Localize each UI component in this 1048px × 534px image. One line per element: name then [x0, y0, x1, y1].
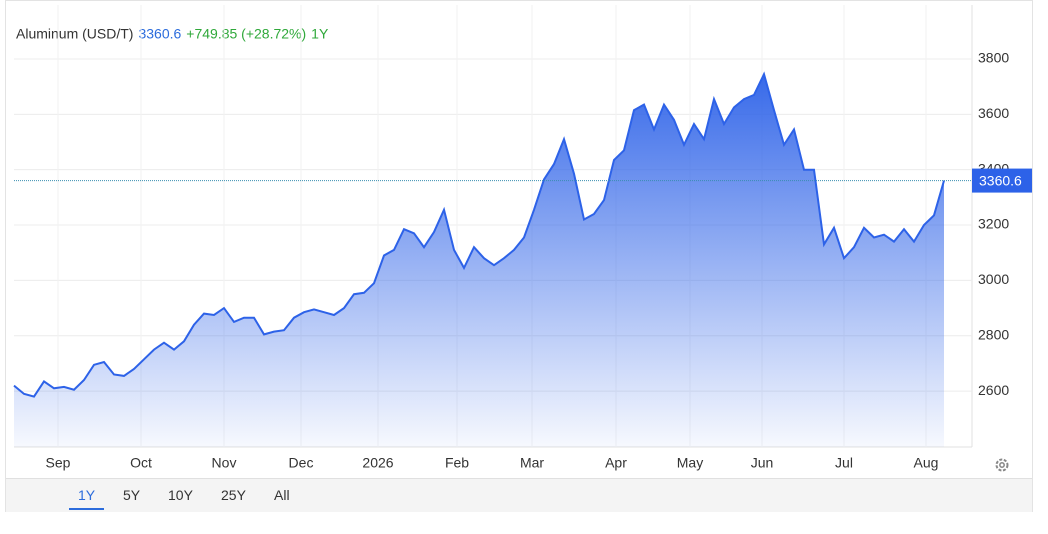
range-button[interactable]: 1Y: [69, 487, 105, 510]
x-tick-label: Mar: [520, 455, 544, 471]
x-tick-label: 2026: [362, 455, 393, 471]
last-value-tag: [972, 168, 1032, 193]
x-tick-label: Jul: [835, 455, 853, 471]
price: 3360.6: [138, 26, 181, 42]
y-tick-label: 3600: [978, 105, 1009, 121]
chart: Aluminum (USD/T) 3360.6 +749.85 (+28.72%…: [13, 5, 1032, 472]
x-tick-label: Apr: [605, 455, 627, 471]
range-button[interactable]: 25Y: [221, 487, 246, 503]
range-button[interactable]: 10Y: [168, 487, 193, 503]
y-tick-label: 3800: [978, 50, 1009, 66]
y-tick-label: 3000: [978, 271, 1009, 287]
x-tick-label: Sep: [46, 455, 71, 471]
x-tick-label: Oct: [130, 455, 152, 471]
chart-title: Aluminum (USD/T): [16, 26, 133, 42]
x-tick-label: May: [677, 455, 703, 471]
x-tick-label: Nov: [212, 455, 237, 471]
settings-icon[interactable]: [995, 458, 1009, 472]
x-tick-label: Feb: [445, 455, 469, 471]
line: [13, 71, 945, 398]
x-tick-label: Jun: [751, 455, 774, 471]
area: [14, 74, 944, 447]
range-button[interactable]: All: [274, 487, 290, 503]
x-tick-label: Aug: [914, 455, 939, 471]
x-tick-label: Dec: [289, 455, 314, 471]
range-bar: 1Y 5Y 10Y 25Y All: [6, 478, 1032, 512]
y-tick-label: 2800: [978, 326, 1009, 342]
period: 1Y: [311, 26, 329, 42]
y-tick-label: 2600: [978, 382, 1009, 398]
last-value-label: 3360.6: [979, 172, 1022, 188]
y-tick-label: 3200: [978, 216, 1009, 232]
range-button[interactable]: 5Y: [123, 487, 141, 503]
change: +749.85 (+28.72%): [186, 26, 306, 42]
